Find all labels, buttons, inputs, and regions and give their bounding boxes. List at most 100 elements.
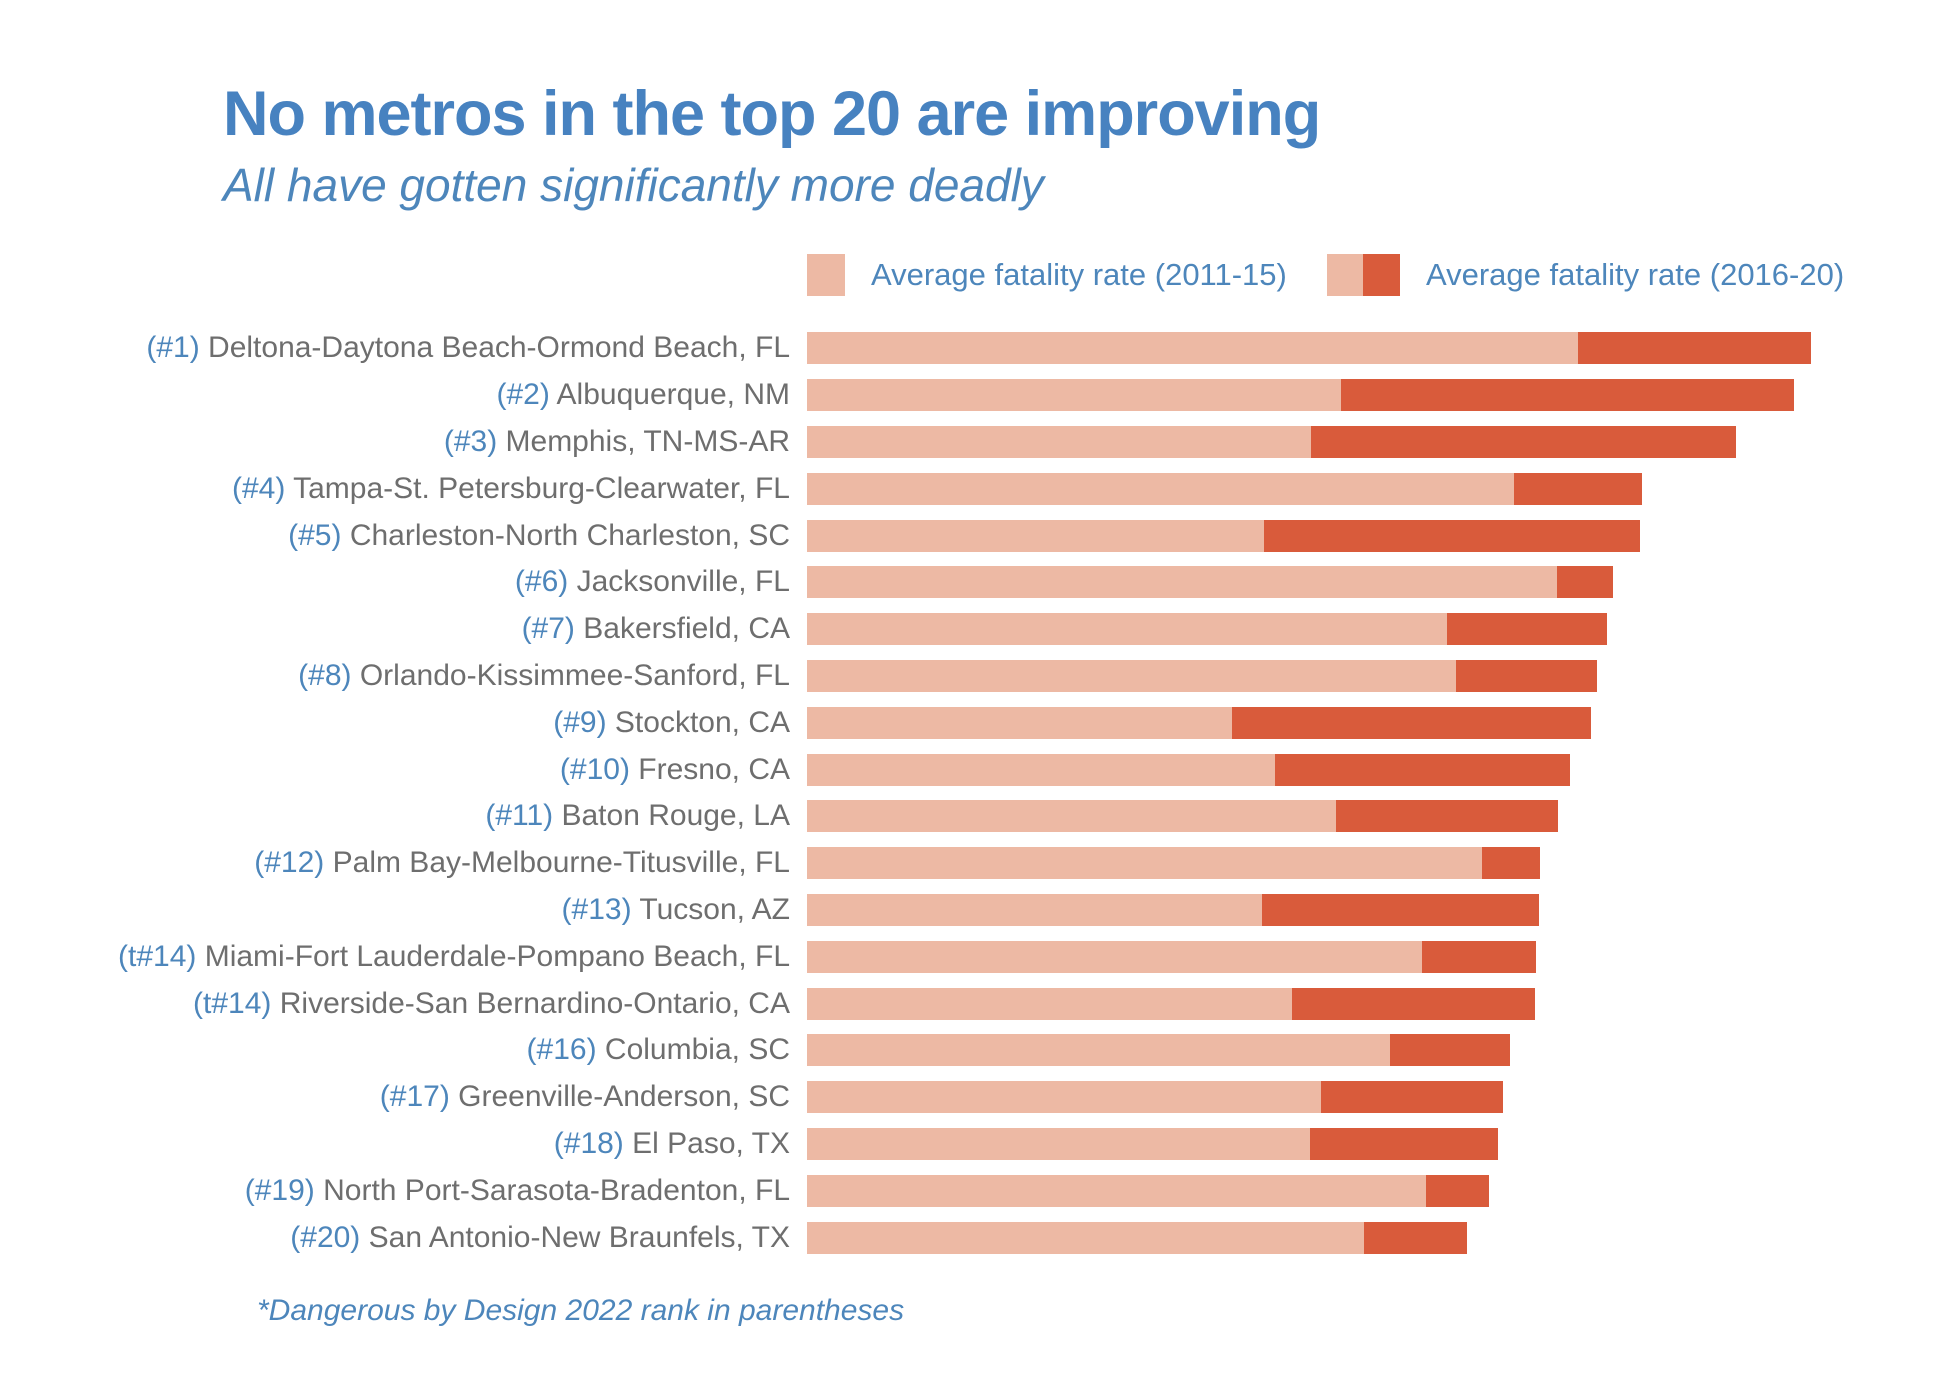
row-metro-name: Orlando-Kissimmee-Sanford, FL: [359, 658, 790, 692]
bar-2011-15-segment: [807, 425, 1311, 458]
legend-swatch-2016-20-light-half: [1327, 254, 1363, 296]
row-label: (t#14) Miami-Fort Lauderdale-Pompano Bea…: [0, 940, 790, 974]
row-label: (#18) El Paso, TX: [0, 1127, 790, 1161]
bar-2011-15-segment: [807, 753, 1275, 786]
row-label: (#1) Deltona-Daytona Beach-Ormond Beach,…: [0, 331, 790, 365]
bar-row: (#2) Albuquerque, NM: [0, 372, 1941, 419]
bar-track: [807, 1221, 1811, 1254]
bar-row: (#10) Fresno, CA: [0, 746, 1941, 793]
bar-row: (#3) Memphis, TN-MS-AR: [0, 419, 1941, 466]
row-metro-name: Greenville-Anderson, SC: [458, 1080, 790, 1114]
bar-2011-15-segment: [807, 519, 1264, 552]
row-label: (#11) Baton Rouge, LA: [0, 799, 790, 833]
row-label: (#2) Albuquerque, NM: [0, 378, 791, 412]
row-rank: (#5): [288, 518, 350, 552]
row-rank: (#6): [514, 565, 577, 599]
bar-track: [807, 753, 1811, 786]
bar-row: (#6) Jacksonville, FL: [0, 559, 1941, 606]
bar-2016-20-segment: [1422, 940, 1536, 973]
bar-2011-15-segment: [807, 1034, 1391, 1067]
row-metro-name: Tampa-St. Petersburg-Clearwater, FL: [293, 471, 790, 505]
page-subtitle: All have gotten significantly more deadl…: [223, 159, 1044, 211]
row-metro-name: Tucson, AZ: [639, 892, 790, 926]
row-metro-name: Stockton, CA: [614, 705, 790, 739]
bar-row: (#9) Stockton, CA: [0, 699, 1941, 746]
chart-header: No metros in the top 20 are improving Al…: [223, 79, 1321, 211]
row-label: (t#14) Riverside-San Bernardino-Ontario,…: [0, 987, 790, 1021]
bar-2011-15-segment: [807, 847, 1482, 880]
row-rank: (#10): [559, 752, 639, 786]
bar-2016-20-segment: [1426, 1174, 1489, 1207]
bar-2011-15-segment: [807, 1081, 1322, 1114]
bar-2016-20-segment: [1481, 847, 1540, 880]
bar-2011-15-segment: [807, 566, 1557, 599]
bar-track: [807, 893, 1811, 926]
row-metro-name: Albuquerque, NM: [556, 378, 790, 412]
row-label: (#8) Orlando-Kissimmee-Sanford, FL: [0, 659, 790, 693]
row-metro-name: El Paso, TX: [632, 1126, 790, 1160]
row-label: (#7) Bakersfield, CA: [0, 612, 790, 646]
bar-track: [807, 659, 1811, 692]
bar-2016-20-segment: [1231, 706, 1592, 739]
row-label: (#12) Palm Bay-Melbourne-Titusville, FL: [0, 846, 790, 880]
row-metro-name: Charleston-North Charleston, SC: [349, 518, 790, 552]
row-metro-name: Columbia, SC: [604, 1033, 790, 1067]
row-rank: (#17): [379, 1080, 459, 1114]
row-label: (#13) Tucson, AZ: [0, 893, 790, 927]
bar-row: (t#14) Miami-Fort Lauderdale-Pompano Bea…: [0, 933, 1941, 980]
legend-swatch-2011-15: [807, 254, 845, 296]
row-rank: (#12): [254, 846, 333, 880]
row-label: (#19) North Port-Sarasota-Bradenton, FL: [0, 1174, 790, 1208]
bar-row: (#20) San Antonio-New Braunfels, TX: [0, 1214, 1941, 1261]
bar-2011-15-segment: [807, 1127, 1310, 1160]
bar-2011-15-segment: [807, 1174, 1427, 1207]
row-metro-name: Memphis, TN-MS-AR: [505, 424, 790, 458]
row-metro-name: Palm Bay-Melbourne-Titusville, FL: [332, 846, 790, 880]
row-metro-name: San Antonio-New Braunfels, TX: [368, 1220, 790, 1254]
row-rank: (#19): [244, 1173, 324, 1207]
row-metro-name: North Port-Sarasota-Bradenton, FL: [323, 1173, 790, 1207]
bar-2016-20-segment: [1263, 519, 1641, 552]
row-label: (#20) San Antonio-New Braunfels, TX: [0, 1221, 790, 1255]
row-metro-name: Bakersfield, CA: [583, 612, 790, 646]
bar-row: (#5) Charleston-North Charleston, SC: [0, 512, 1941, 559]
bar-2011-15-segment: [807, 800, 1337, 833]
row-rank: (#1): [146, 331, 209, 365]
page-title: No metros in the top 20 are improving: [223, 79, 1321, 149]
legend-label-2016-20: Average fatality rate (2016-20): [1426, 257, 1845, 292]
bar-row: (#1) Deltona-Daytona Beach-Ormond Beach,…: [0, 325, 1941, 372]
row-rank: (#16): [526, 1033, 605, 1067]
bar-track: [807, 1034, 1811, 1067]
bar-2016-20-segment: [1446, 613, 1608, 646]
row-label: (#4) Tampa-St. Petersburg-Clearwater, FL: [0, 472, 790, 506]
row-metro-name: Riverside-San Bernardino-Ontario, CA: [279, 986, 790, 1020]
bar-row: (#17) Greenville-Anderson, SC: [0, 1074, 1941, 1121]
bar-track: [807, 800, 1811, 833]
row-label: (#17) Greenville-Anderson, SC: [0, 1080, 790, 1114]
bar-track: [807, 1081, 1811, 1114]
row-metro-name: Fresno, CA: [638, 752, 790, 786]
legend-item-2016-20: Average fatality rate (2016-20): [1327, 253, 1844, 297]
bar-track: [807, 425, 1811, 458]
bar-2011-15-segment: [807, 379, 1342, 412]
legend-item-2011-15: Average fatality rate (2011-15): [807, 253, 1287, 297]
row-rank: (#3): [443, 424, 506, 458]
row-label: (#10) Fresno, CA: [0, 753, 790, 787]
bar-2016-20-segment: [1455, 659, 1598, 692]
bar-2016-20-segment: [1321, 1081, 1503, 1114]
bar-row: (t#14) Riverside-San Bernardino-Ontario,…: [0, 980, 1941, 1027]
footnote: *Dangerous by Design 2022 rank in parent…: [257, 1294, 905, 1327]
bar-2016-20-segment: [1310, 1127, 1498, 1160]
row-label: (#16) Columbia, SC: [0, 1033, 790, 1067]
row-rank: (t#14): [118, 939, 205, 973]
bar-2011-15-segment: [807, 659, 1456, 692]
bar-2016-20-segment: [1336, 800, 1558, 833]
bar-track: [807, 706, 1811, 739]
row-label: (#3) Memphis, TN-MS-AR: [0, 425, 790, 459]
bar-2016-20-segment: [1364, 1221, 1467, 1254]
legend: Average fatality rate (2011-15) Average …: [0, 253, 1941, 297]
row-rank: (#20): [290, 1220, 369, 1254]
bar-2011-15-segment: [807, 1221, 1365, 1254]
row-label: (#9) Stockton, CA: [0, 706, 790, 740]
bar-row: (#4) Tampa-St. Petersburg-Clearwater, FL: [0, 465, 1941, 512]
